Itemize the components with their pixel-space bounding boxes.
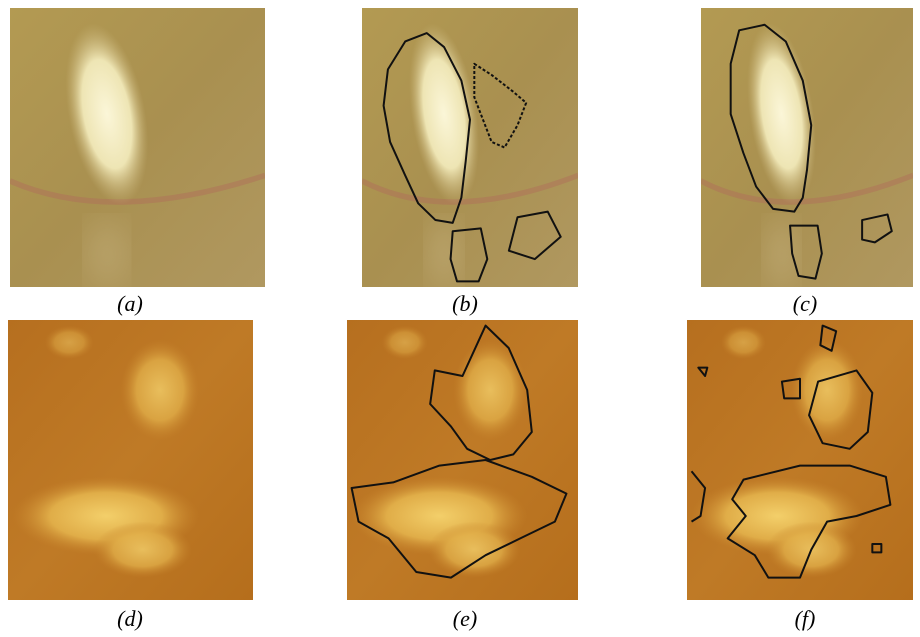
caption: (c) [793, 291, 817, 316]
caption: (b) [452, 291, 478, 316]
panel-e: (e) [347, 320, 578, 631]
caption: (e) [453, 606, 477, 631]
panel-b: (b) [362, 8, 578, 316]
panel-d: (d) [8, 320, 253, 631]
figure: (a) (b) (c) (d) (e) [0, 0, 920, 637]
caption: (a) [117, 291, 143, 316]
panel-f: (f) [687, 320, 913, 631]
panel-a: (a) [10, 8, 265, 316]
caption: (d) [117, 606, 143, 631]
panel-c: (c) [701, 8, 913, 316]
page: (a) (b) (c) (d) (e) [0, 0, 920, 637]
caption: (f) [795, 606, 816, 631]
